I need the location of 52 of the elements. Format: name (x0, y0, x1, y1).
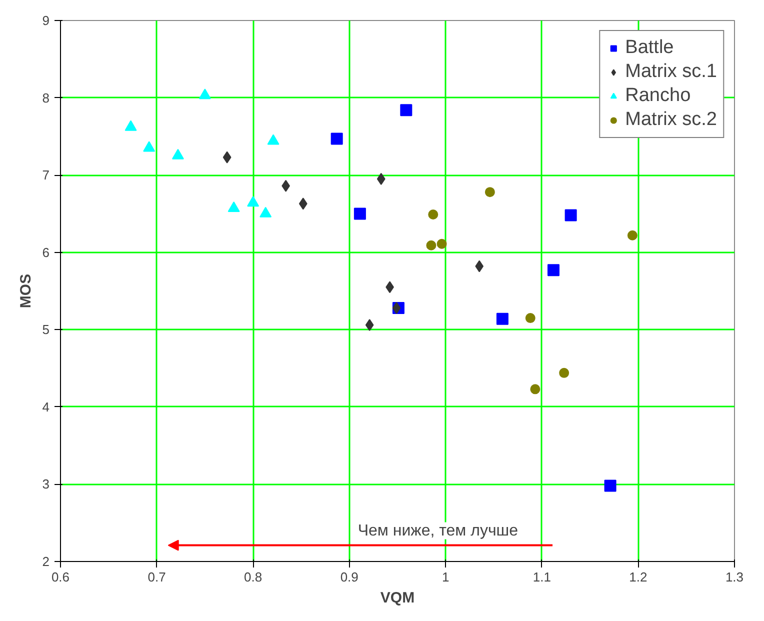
point (559, 368, 570, 378)
x-tick-label: 0.7 (148, 570, 166, 584)
point (222, 151, 232, 164)
legend-label: Matrix sc.2 (625, 109, 717, 131)
point (627, 230, 638, 240)
x-tick-label: 0.9 (340, 570, 358, 584)
y-tick-label: 6 (42, 244, 50, 260)
legend-label: Matrix sc.1 (625, 61, 717, 83)
y-tick-label: 4 (42, 399, 50, 414)
point (260, 206, 272, 218)
x-tick-label: 1.3 (725, 570, 744, 584)
point (143, 141, 156, 152)
y-tick-label: 2 (42, 554, 50, 569)
point (400, 104, 412, 116)
y-tick-label: 3 (42, 476, 50, 492)
point (376, 172, 386, 185)
annotation: Чем ниже, тем лучше (358, 522, 518, 540)
x-tick-label: 1.2 (629, 570, 648, 584)
x-tick-label: 0.6 (51, 570, 70, 584)
point (426, 240, 436, 250)
legend-label: Battle (625, 37, 674, 59)
y-tick-label: 7 (42, 168, 50, 183)
point (484, 187, 495, 198)
y-tick-label: 9 (42, 13, 50, 28)
point (198, 88, 211, 100)
y-tick-label: 5 (42, 322, 50, 338)
x-tick-label: 1 (442, 570, 450, 584)
point (525, 313, 536, 324)
point (547, 264, 560, 276)
point (124, 120, 137, 131)
x-axis-title: VQM (380, 590, 415, 606)
point (365, 319, 374, 332)
y-axis-title: MOS (17, 274, 34, 308)
x-tick-label: 0.8 (244, 570, 262, 584)
x-tick-label: 1.1 (532, 570, 551, 584)
point (354, 208, 366, 220)
point (330, 132, 343, 145)
point (604, 480, 616, 492)
point (298, 198, 308, 210)
point (172, 148, 184, 160)
point (436, 238, 447, 249)
point (564, 209, 577, 222)
y-tick-label: 8 (42, 90, 50, 106)
point (475, 260, 484, 272)
point (228, 201, 240, 212)
point (530, 384, 540, 394)
point (428, 209, 438, 220)
point (247, 196, 260, 207)
legend-label: Rancho (625, 85, 691, 107)
point (392, 302, 401, 314)
point (267, 134, 280, 145)
point (496, 312, 508, 325)
